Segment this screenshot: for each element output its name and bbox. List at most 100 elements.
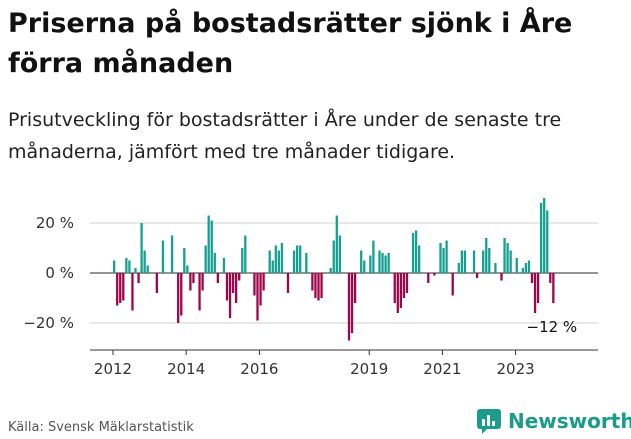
bar <box>402 273 406 298</box>
bar <box>503 238 506 273</box>
bar <box>521 268 524 273</box>
bar <box>485 238 488 273</box>
bar <box>161 240 165 273</box>
bar <box>332 240 335 273</box>
bar <box>271 260 274 273</box>
bar <box>262 273 265 291</box>
bar <box>131 273 134 311</box>
bar <box>177 273 180 323</box>
bar <box>460 250 463 273</box>
bar <box>445 240 448 273</box>
bar <box>439 243 442 273</box>
bar <box>259 273 262 306</box>
bar <box>353 273 357 303</box>
bar <box>189 273 192 291</box>
bar <box>286 273 290 293</box>
bar <box>143 250 146 273</box>
bar <box>540 203 543 273</box>
bar <box>311 273 314 291</box>
chart-subtitle: Prisutveckling för bostadsrätter i Åre u… <box>8 109 562 163</box>
bar <box>533 273 537 313</box>
newsworthy-logo-icon <box>477 409 501 434</box>
bar <box>296 245 299 273</box>
bar <box>329 268 332 273</box>
x-axis: 2012 2014 2016 2019 2021 2023 <box>90 349 598 378</box>
y-tick-label: 20 % <box>36 214 74 232</box>
bar <box>198 273 201 311</box>
bar <box>268 250 271 273</box>
bar <box>256 273 259 321</box>
bar <box>253 273 256 296</box>
bar <box>363 260 366 273</box>
bar <box>192 273 195 283</box>
bar <box>442 248 445 273</box>
bar <box>546 210 549 273</box>
bar <box>119 273 122 303</box>
bar <box>418 245 421 273</box>
bar <box>128 260 131 273</box>
bar <box>360 250 363 273</box>
bar <box>235 273 238 303</box>
chart-title: Priserna på bostadsrätter sjönk i Åre fö… <box>8 8 573 79</box>
brand-name: Newsworthy <box>508 409 631 433</box>
bar <box>155 273 158 293</box>
bar <box>137 273 140 283</box>
bar <box>231 273 235 293</box>
bar <box>494 263 497 273</box>
bar <box>372 240 375 273</box>
bar <box>396 273 399 313</box>
bar <box>140 223 143 273</box>
bar <box>482 250 485 273</box>
x-tick-label: 2016 <box>240 360 278 378</box>
bar <box>536 273 540 303</box>
bar <box>225 273 229 301</box>
bar <box>393 273 396 303</box>
bar <box>222 258 226 273</box>
bar-chart: 20 % 0 % −20 % 2012 2014 2016 2019 2021 2023 −1… <box>23 198 598 378</box>
x-tick-label: 2023 <box>497 360 535 378</box>
bar <box>524 263 528 273</box>
bar <box>207 215 210 273</box>
bar <box>335 215 338 273</box>
y-tick-label: −20 % <box>23 314 74 332</box>
bar <box>125 258 128 273</box>
bar <box>113 260 116 273</box>
bar <box>463 250 467 273</box>
bar <box>210 220 213 273</box>
bar <box>180 273 183 316</box>
x-tick-label: 2021 <box>423 360 461 378</box>
bar <box>204 245 207 273</box>
bar <box>475 273 479 278</box>
bar <box>405 273 409 293</box>
bar <box>472 250 476 273</box>
bar <box>384 255 387 273</box>
bar <box>238 273 241 281</box>
bar <box>433 273 436 276</box>
bar <box>549 273 552 283</box>
bar <box>277 250 280 273</box>
bar <box>170 235 174 273</box>
bar <box>543 198 546 273</box>
bar <box>292 250 296 273</box>
y-axis-ticks: 20 % 0 % −20 % <box>23 214 74 332</box>
bar <box>411 233 415 273</box>
bar <box>320 273 323 298</box>
bar <box>116 273 119 306</box>
bar <box>506 243 509 273</box>
source-note: Källa: Svensk Mäklarstatistik <box>8 420 194 435</box>
bar <box>381 253 384 273</box>
bar <box>427 273 430 283</box>
bar <box>457 263 460 273</box>
bar <box>183 248 186 273</box>
bar <box>552 273 555 303</box>
bar <box>244 235 247 273</box>
bar <box>280 243 284 273</box>
annotations: −12 % <box>527 318 578 336</box>
bar <box>530 273 534 283</box>
brand-logo[interactable]: Newsworthy <box>476 408 631 434</box>
bar <box>369 255 372 273</box>
bar <box>399 273 402 308</box>
bar <box>387 253 390 273</box>
bar <box>515 258 518 273</box>
bar <box>213 253 216 273</box>
